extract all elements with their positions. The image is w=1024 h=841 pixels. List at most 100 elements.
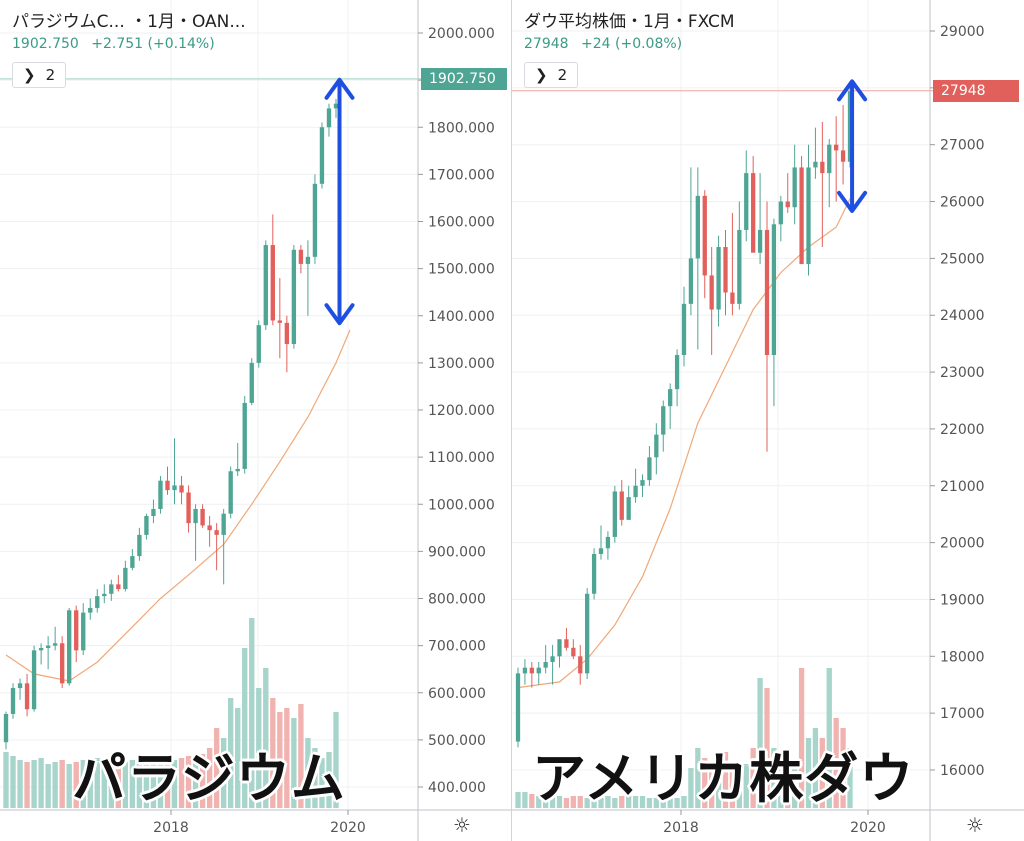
volume-bar — [667, 798, 673, 808]
candle-body — [688, 258, 694, 304]
candle-body — [695, 195, 700, 259]
candle — [771, 218, 777, 407]
candle — [730, 212, 735, 316]
candle — [578, 644, 583, 685]
candle-body — [88, 607, 93, 613]
candle — [688, 167, 694, 316]
price-tick-label: 22000 — [940, 422, 985, 438]
volume-bar — [556, 796, 563, 808]
candle-body — [737, 229, 742, 304]
volume-bar — [840, 728, 846, 808]
volume-bar — [206, 748, 213, 808]
candle — [668, 383, 673, 429]
indicators-toggle-button[interactable]: ❯ 2 — [12, 62, 67, 88]
candle — [647, 445, 652, 486]
price-tick-label: 900.000 — [428, 544, 486, 560]
candle — [529, 661, 534, 688]
gear-icon[interactable]: ☼ — [453, 813, 471, 837]
candle — [612, 485, 617, 543]
price-tick-label: 1000.000 — [428, 497, 495, 513]
arrow-head-down — [837, 190, 868, 213]
price-tick-label: 16000 — [940, 763, 985, 779]
moving-average-line — [517, 198, 851, 689]
candle-body — [67, 610, 72, 684]
volume-bar — [164, 754, 171, 808]
candle-body — [221, 513, 226, 535]
volume-bar — [178, 758, 185, 808]
arrow-head-up — [837, 79, 868, 102]
volume-bar — [59, 760, 65, 808]
candle-body — [557, 639, 562, 657]
candle — [102, 584, 107, 604]
price-tick-label: 21000 — [940, 479, 985, 495]
candle-body — [564, 639, 569, 648]
volume-bar — [136, 758, 143, 808]
dow-overlay-label: アメリカ株ダウ — [532, 747, 915, 810]
candle-body — [10, 688, 16, 714]
volume-bar — [785, 764, 791, 808]
candle-body — [207, 525, 212, 531]
volume-bar — [792, 768, 798, 808]
volume-bar — [695, 748, 701, 808]
volume-bar — [66, 764, 72, 808]
price-tick-label: 26000 — [940, 195, 985, 211]
volume-bar — [515, 792, 521, 808]
symbol-title[interactable]: パラジウムC... ・1月・OAN... — [12, 12, 246, 32]
volume-bar — [305, 738, 311, 808]
candle-body — [270, 245, 275, 321]
candle — [326, 103, 332, 137]
candle-body — [95, 596, 100, 608]
candle-body — [571, 647, 576, 657]
time-tick-label: 2020 — [850, 820, 886, 836]
candle — [605, 531, 611, 560]
indicators-toggle-button[interactable]: ❯ 2 — [524, 62, 579, 88]
volume-bar — [563, 798, 570, 808]
candle-body — [778, 201, 783, 225]
candle — [305, 240, 311, 316]
volume-bar — [736, 768, 742, 808]
price-tick-label: 600.000 — [428, 686, 486, 702]
volume-bar — [639, 796, 646, 808]
price-tick-label: 500.000 — [428, 733, 486, 749]
volume-bar — [256, 688, 262, 808]
palladium-chart-canvas[interactable]: 400.000 500.000 600.000 700.000 800.000 900.0… — [0, 0, 512, 841]
candle-body — [214, 530, 219, 535]
volume-bar — [591, 796, 597, 808]
candle-body — [834, 144, 839, 151]
volume-bars — [3, 618, 339, 808]
candle — [291, 245, 297, 349]
price-tick-label: 23000 — [940, 365, 985, 381]
price-tick-label: 1100.000 — [428, 450, 495, 466]
volume-bar — [798, 668, 805, 808]
last-price: 1902.750 — [12, 36, 79, 52]
candle-body — [24, 683, 30, 710]
candle-body — [764, 229, 770, 356]
candle — [785, 173, 790, 213]
candle-body — [681, 303, 687, 356]
volume-bar — [228, 698, 234, 808]
candle-body — [291, 249, 297, 345]
candle-body — [333, 103, 339, 109]
volume-bar — [157, 758, 164, 808]
dow-chart-canvas[interactable]: 16000 17000 18000 19000 20000 21000 22000 23000… — [512, 0, 1024, 841]
candle-body — [144, 516, 149, 535]
price-axis-labels: 400.000 500.000 600.000 700.000 800.000 900.0… — [418, 26, 495, 796]
candle — [709, 247, 714, 356]
candle — [847, 82, 853, 168]
candle — [515, 667, 521, 748]
volume-bar — [199, 754, 206, 808]
volume-bar — [660, 796, 666, 808]
symbol-title[interactable]: ダウ平均株価・1月・FXCM — [524, 12, 735, 32]
candle — [228, 466, 233, 519]
volume-bar — [570, 796, 576, 808]
price-tick-label: 24000 — [940, 308, 985, 324]
candle — [249, 358, 254, 406]
candle-body — [598, 548, 604, 554]
price-change: +24 (+0.08%) — [581, 36, 683, 52]
volume-bar — [101, 760, 107, 808]
candle-body — [529, 667, 534, 674]
candle-body — [305, 256, 311, 264]
gear-icon[interactable]: ☼ — [966, 813, 984, 837]
candle-body — [3, 713, 9, 743]
candle-body — [813, 161, 818, 168]
